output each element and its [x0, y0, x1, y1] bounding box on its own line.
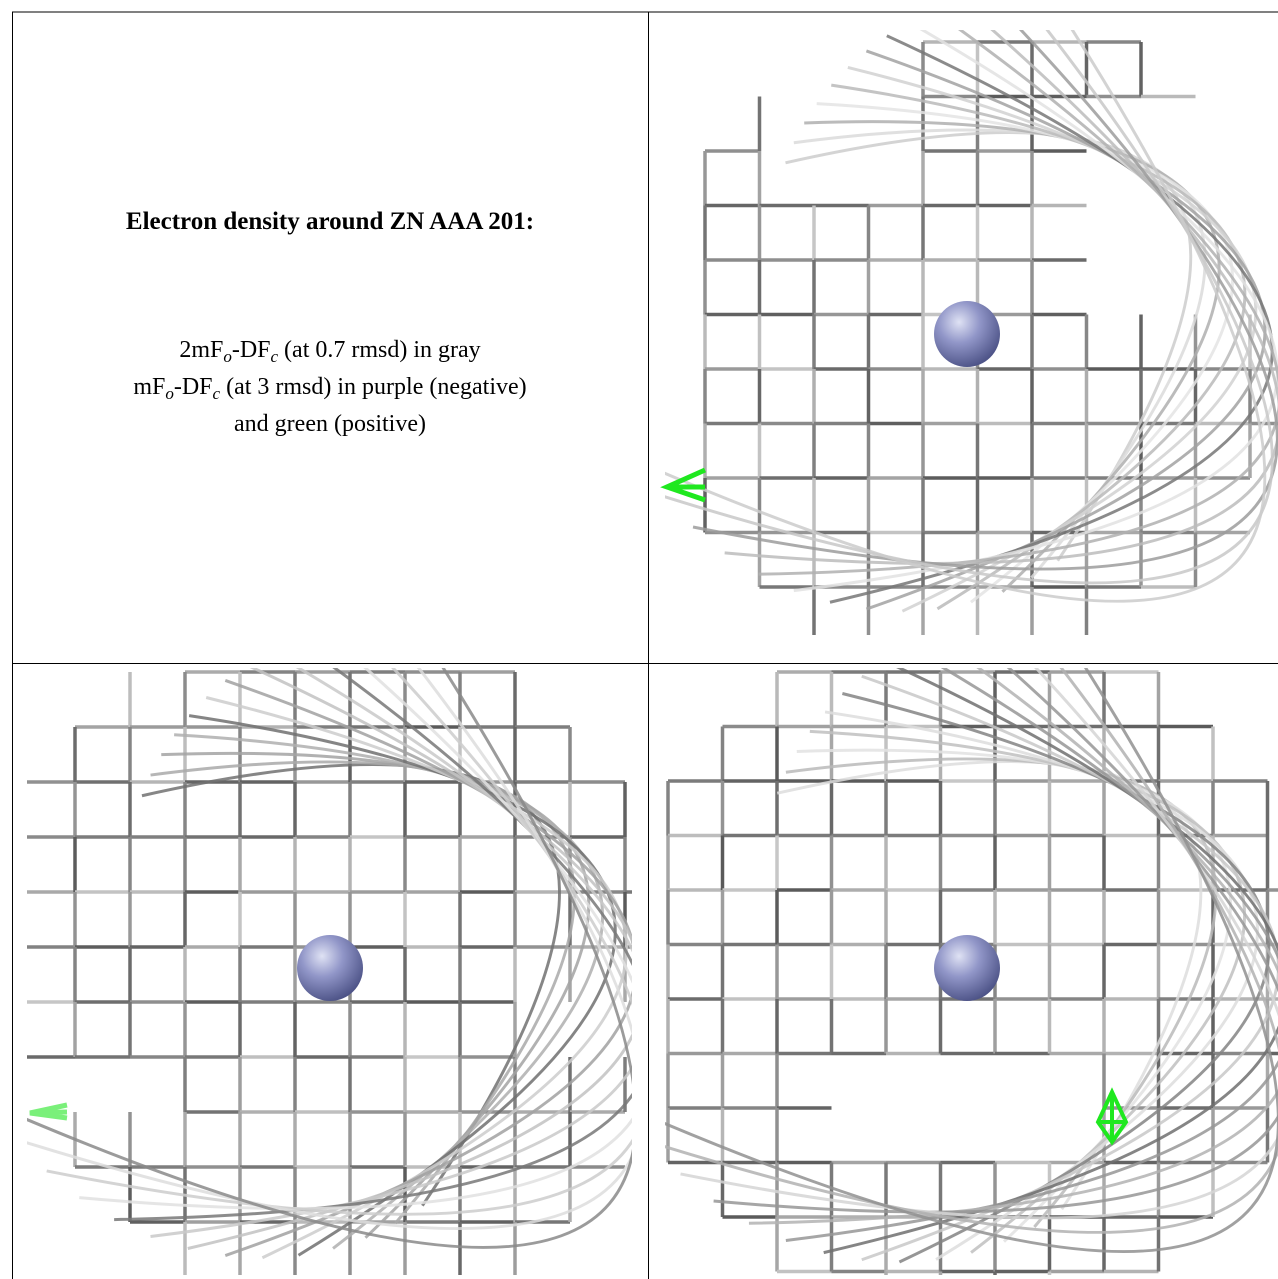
mesh-line	[114, 668, 632, 1222]
density-view-1	[665, 30, 1278, 635]
mesh-line	[150, 668, 632, 1239]
mesh-line	[793, 128, 1207, 579]
caption-lines: 2mFo-DFc (at 0.7 rmsd) in gray mFo-DFc (a…	[12, 332, 648, 443]
mesh-line	[224, 679, 632, 1257]
text: 2mF	[179, 337, 224, 363]
text: (at 0.7 rmsd) in gray	[278, 337, 481, 363]
table-borders	[12, 11, 1278, 1279]
caption-line: and green (positive)	[12, 406, 648, 443]
mesh-line	[758, 30, 1278, 576]
caption-heading: Electron density around ZN AAA 201:	[125, 208, 535, 235]
mesh-line	[829, 34, 1274, 604]
subscript: c	[270, 347, 279, 366]
positive-density	[29, 1102, 68, 1121]
density-view-3	[665, 668, 1278, 1275]
mesh-line	[823, 668, 1278, 1255]
mesh-line	[665, 668, 1278, 1234]
zn-atom	[934, 301, 1000, 367]
subscript: c	[212, 384, 221, 403]
text: (at 3 rmsd) in purple (negative)	[220, 374, 527, 400]
mesh-line	[79, 668, 632, 1211]
mesh-line	[188, 714, 617, 1257]
density-view-2	[27, 668, 632, 1275]
text: mF	[133, 374, 166, 400]
text: -DF	[173, 374, 213, 400]
mesh-line	[842, 692, 1271, 1264]
mesh-line	[187, 668, 632, 1250]
mesh-line	[748, 668, 1278, 1225]
zn-atom	[934, 935, 1000, 1001]
mesh-line	[785, 757, 1218, 1228]
caption-line: mFo-DFc (at 3 rmsd) in purple (negative)	[12, 369, 648, 406]
caption-cell: Electron density around ZN AAA 201: 2mFo…	[12, 12, 648, 663]
mesh-line	[793, 30, 1278, 593]
mesh-line	[46, 668, 632, 1216]
text: -DF	[231, 337, 271, 363]
mesh-line	[665, 30, 1267, 603]
zn-atom	[297, 935, 363, 1001]
mesh-line	[713, 668, 1278, 1214]
caption-line: 2mFo-DFc (at 0.7 rmsd) in gray	[12, 332, 648, 369]
positive-density	[660, 467, 707, 503]
mesh-line	[665, 30, 1274, 585]
positive-density	[1095, 1087, 1129, 1146]
mesh-line	[785, 668, 1278, 1242]
mesh-line	[816, 102, 1234, 604]
text: and green (positive)	[234, 411, 426, 437]
mesh-line	[861, 674, 1278, 1262]
mesh-line	[150, 760, 576, 1225]
subscript: o	[223, 347, 232, 366]
mesh-line	[27, 668, 632, 1249]
mesh-line	[831, 83, 1247, 611]
mesh-line	[27, 668, 632, 1230]
subscript: o	[165, 384, 174, 403]
mesh-line	[665, 668, 1278, 1253]
mesh-line	[680, 668, 1278, 1220]
mesh-line	[174, 733, 604, 1250]
